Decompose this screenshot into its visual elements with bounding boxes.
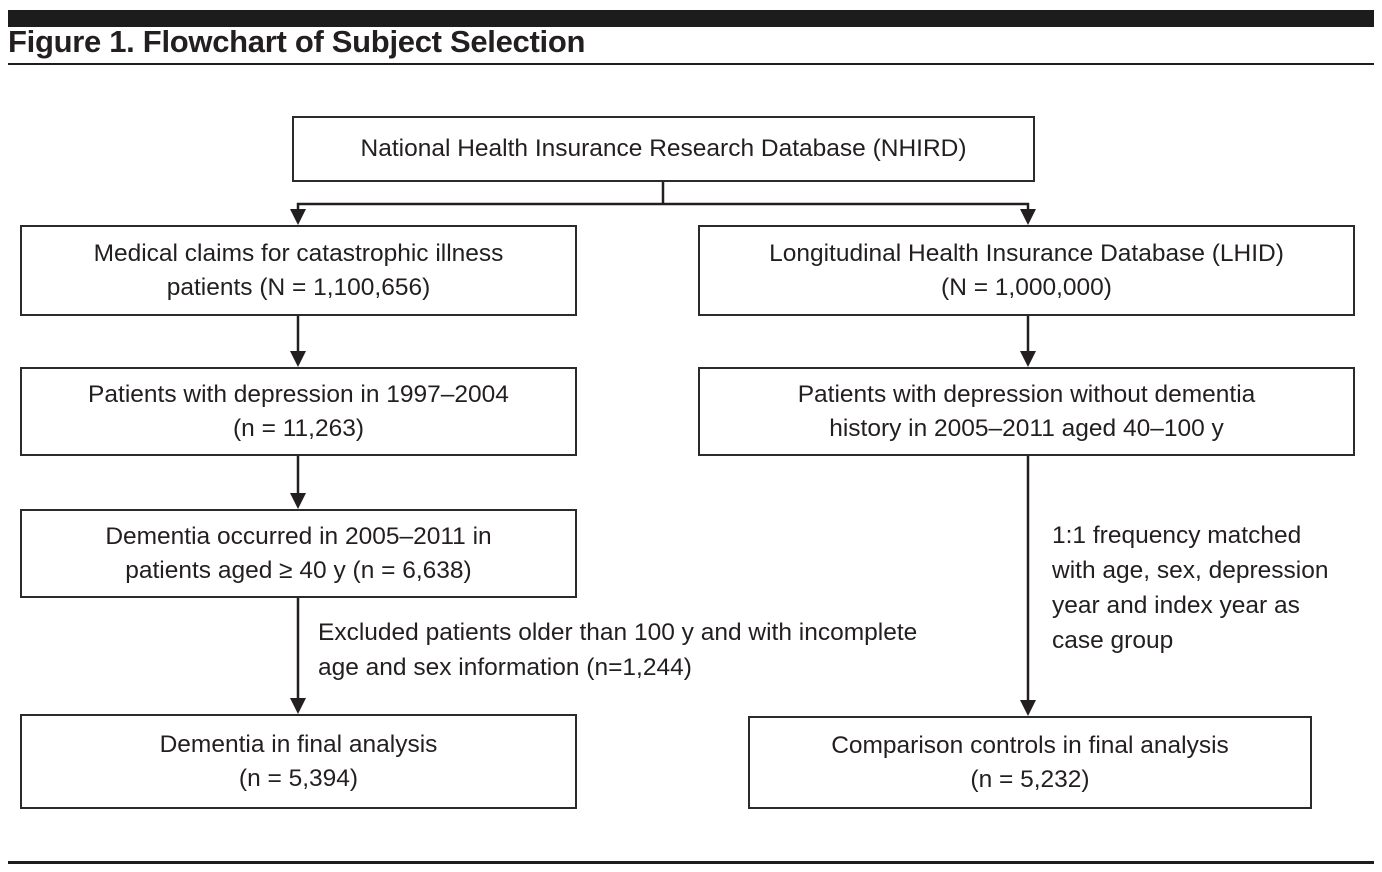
- arrow-nhird-to-claims-head: [290, 209, 306, 225]
- arrow-nhird-to-lhid-head: [1020, 209, 1036, 225]
- annotation-excluded-line2: age and sex information (n=1,244): [318, 654, 692, 681]
- node-lhid: Longitudinal Health Insurance Database (…: [698, 225, 1355, 316]
- annotation-frequency-matched-line2: with age, sex, depression: [1052, 557, 1329, 584]
- arrow-depression-to-dementia-head: [290, 493, 306, 509]
- node-dementia-occurred-line2: patients aged ≥ 40 y (n = 6,638): [125, 556, 472, 584]
- node-depression-1997-2004-line1: Patients with depression in 1997–2004: [88, 380, 509, 408]
- annotation-frequency-matched-line3: year and index year as: [1052, 592, 1300, 619]
- annotation-excluded-patients: Excluded patients older than 100 y and w…: [318, 615, 917, 685]
- annotation-excluded-line1: Excluded patients older than 100 y and w…: [318, 619, 918, 646]
- node-dementia-final-analysis-line2: (n = 5,394): [238, 764, 359, 792]
- bottom-divider-rule: [8, 861, 1374, 864]
- node-comparison-controls-final: Comparison controls in final analysis (n…: [748, 716, 1312, 809]
- node-dementia-occurred-line1: Dementia occurred in 2005–2011 in: [105, 522, 492, 550]
- annotation-frequency-matched: 1:1 frequency matched with age, sex, dep…: [1052, 518, 1328, 658]
- title-divider-rule: [8, 63, 1374, 65]
- node-dementia-occurred: Dementia occurred in 2005–2011 in patien…: [20, 509, 577, 598]
- node-depression-no-dementia-line1: Patients with depression without dementi…: [797, 380, 1256, 408]
- arrow-lhid-to-depression-head: [1020, 351, 1036, 367]
- annotation-frequency-matched-line4: case group: [1052, 627, 1174, 654]
- node-catastrophic-claims: Medical claims for catastrophic illness …: [20, 225, 577, 316]
- node-comparison-controls-final-line1: Comparison controls in final analysis: [831, 731, 1229, 759]
- node-comparison-controls-final-line2: (n = 5,232): [970, 765, 1090, 793]
- node-catastrophic-claims-line1: Medical claims for catastrophic illness: [93, 239, 504, 267]
- node-depression-no-dementia: Patients with depression without dementi…: [698, 367, 1355, 456]
- figure-title: Figure 1. Flowchart of Subject Selection: [8, 24, 586, 59]
- node-depression-1997-2004-line2: (n = 11,263): [233, 414, 364, 442]
- arrow-depression-to-controls-head: [1020, 700, 1036, 716]
- node-nhird-text: National Health Insurance Research Datab…: [360, 135, 967, 162]
- node-lhid-line1: Longitudinal Health Insurance Database (…: [769, 239, 1284, 267]
- arrow-dementia-to-final-head: [290, 698, 306, 714]
- header-top-bar: [8, 10, 1374, 27]
- annotation-frequency-matched-line1: 1:1 frequency matched: [1052, 522, 1302, 549]
- node-lhid-line2: (N = 1,000,000): [941, 273, 1112, 301]
- node-depression-1997-2004: Patients with depression in 1997–2004 (n…: [20, 367, 577, 456]
- node-depression-no-dementia-line2: history in 2005–2011 aged 40–100 y: [829, 414, 1224, 442]
- node-dementia-final-analysis-line1: Dementia in final analysis: [159, 730, 438, 758]
- node-catastrophic-claims-line2: patients (N = 1,100,656): [166, 273, 431, 301]
- node-nhird: National Health Insurance Research Datab…: [292, 116, 1035, 182]
- node-dementia-final-analysis: Dementia in final analysis (n = 5,394): [20, 714, 577, 809]
- arrow-claims-to-depression-head: [290, 351, 306, 367]
